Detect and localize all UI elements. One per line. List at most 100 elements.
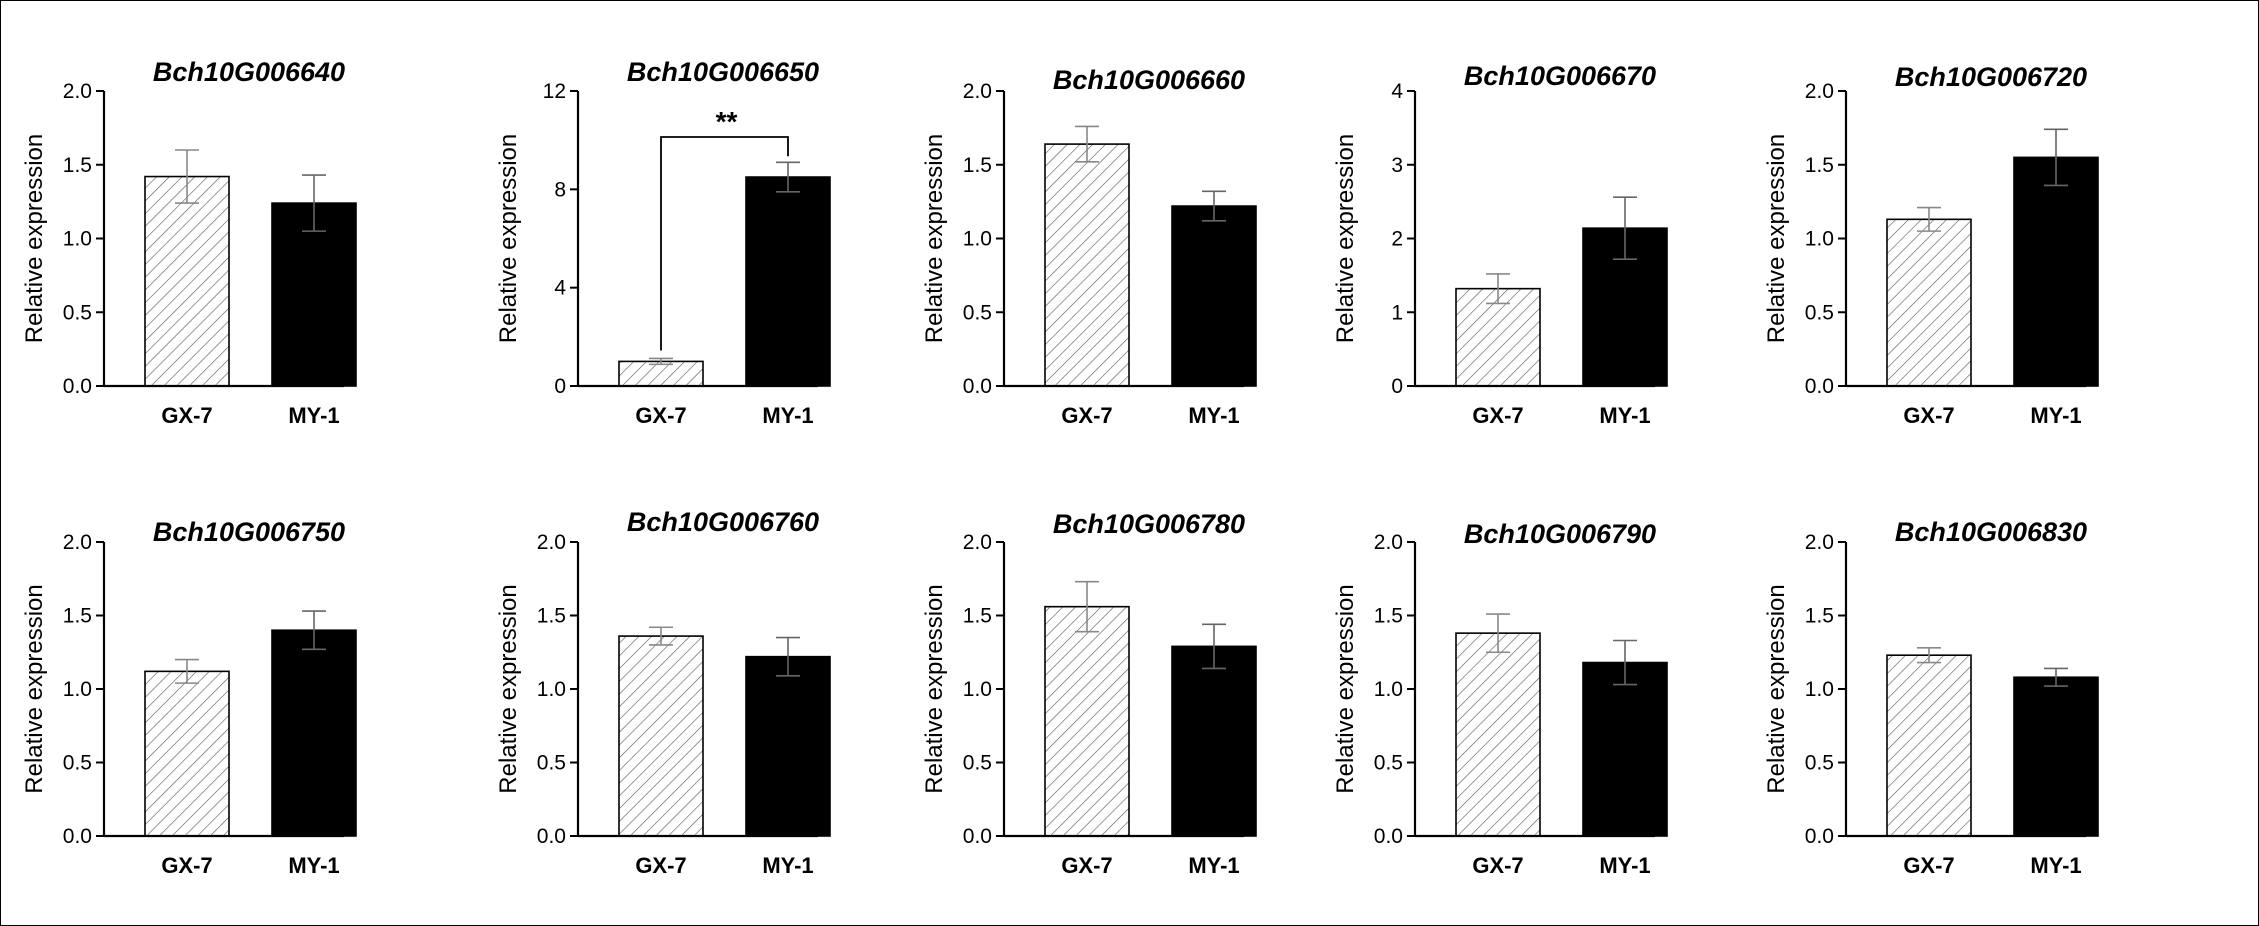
y-tick-label: 1.5 (1374, 605, 1403, 628)
x-tick-label: GX-7 (1472, 853, 1523, 878)
y-tick-label: 0.0 (63, 375, 92, 398)
chart-title: Bch10G006650 (627, 57, 819, 87)
y-tick-label: 1.5 (963, 154, 992, 177)
x-tick-label: MY-1 (1188, 403, 1239, 428)
y-tick-label: 1.5 (1805, 605, 1834, 628)
x-tick-label: GX-7 (635, 853, 686, 878)
y-axis-label: Relative expression (495, 134, 522, 343)
y-tick-label: 0.0 (1805, 375, 1834, 398)
y-tick-label: 8 (554, 178, 566, 201)
chart-panel-8: Bch10G006780 Relative expression 0.0 0.5 1.0… (921, 509, 1257, 878)
y-tick-label: 1.0 (537, 678, 566, 701)
y-tick-label: 2.0 (1374, 531, 1403, 554)
y-tick-label: 0.0 (537, 825, 566, 848)
y-tick-label: 1.5 (963, 605, 992, 628)
y-tick-label: 0.5 (1805, 301, 1834, 324)
bar-my-1 (745, 176, 831, 387)
x-tick-label: MY-1 (2030, 403, 2081, 428)
bar-gx-7 (144, 670, 230, 837)
x-tick-label: MY-1 (762, 853, 813, 878)
y-tick-label: 3 (1391, 154, 1403, 177)
significance-label: ** (716, 106, 738, 137)
y-tick-label: 1.5 (63, 154, 92, 177)
y-tick-label: 0.0 (63, 825, 92, 848)
x-tick-label: GX-7 (1061, 403, 1112, 428)
chart-panel-4: Bch10G006670 Relative expression 0 1 2 3 4 GX-7… (1332, 61, 1668, 428)
x-tick-label: GX-7 (161, 853, 212, 878)
x-tick-label: GX-7 (1472, 403, 1523, 428)
y-axis-label: Relative expression (1763, 584, 1790, 793)
y-tick-label: 0.5 (63, 752, 92, 775)
x-tick-label: GX-7 (1903, 403, 1954, 428)
x-tick-label: GX-7 (1903, 853, 1954, 878)
bar-gx-7 (1044, 143, 1130, 387)
chart-panel-5: Bch10G006720 Relative expression 0.0 0.5 1.0… (1763, 62, 2099, 428)
y-tick-label: 1.0 (1374, 678, 1403, 701)
y-tick-label: 0.0 (1805, 825, 1834, 848)
y-tick-label: 0.5 (963, 301, 992, 324)
y-tick-label: 0.5 (963, 752, 992, 775)
y-axis-label: Relative expression (21, 134, 48, 343)
y-tick-label: 0 (554, 375, 566, 398)
chart-title: Bch10G006830 (1895, 517, 2087, 547)
bar-my-1 (1171, 205, 1257, 387)
y-tick-label: 1.0 (1805, 678, 1834, 701)
chart-title: Bch10G006720 (1895, 62, 2087, 92)
y-tick-label: 0 (1391, 375, 1403, 398)
bar-gx-7 (1455, 287, 1541, 387)
y-tick-label: 2.0 (63, 80, 92, 103)
chart-title: Bch10G006640 (153, 57, 345, 87)
y-axis-label: Relative expression (921, 134, 948, 343)
y-tick-label: 2.0 (1805, 80, 1834, 103)
bar-my-1 (2013, 156, 2099, 387)
chart-panel-3: Bch10G006660 Relative expression 0.0 0.5 1.0… (921, 65, 1257, 428)
chart-panel-2: Bch10G006650 Relative expression 0 4 8 12 GX-7… (495, 57, 831, 428)
x-tick-label: MY-1 (762, 403, 813, 428)
chart-panel-6: Bch10G006750 Relative expression 0.0 0.5 1.0… (21, 517, 357, 878)
bar-my-1 (1582, 661, 1668, 837)
y-tick-label: 0.5 (1805, 752, 1834, 775)
y-tick-label: 0.0 (963, 375, 992, 398)
y-tick-label: 4 (554, 277, 566, 300)
y-tick-label: 12 (543, 80, 566, 103)
x-tick-label: GX-7 (1061, 853, 1112, 878)
y-tick-label: 0.5 (1374, 752, 1403, 775)
y-tick-label: 1.0 (963, 678, 992, 701)
bar-gx-7 (1886, 654, 1972, 837)
y-tick-label: 1.5 (63, 605, 92, 628)
y-tick-label: 2.0 (63, 531, 92, 554)
y-tick-label: 1.0 (63, 678, 92, 701)
bar-my-1 (1171, 645, 1257, 837)
y-tick-label: 4 (1391, 80, 1403, 103)
bar-my-1 (271, 629, 357, 837)
y-axis-label: Relative expression (1332, 584, 1359, 793)
chart-title: Bch10G006670 (1464, 61, 1656, 91)
chart-title: Bch10G006790 (1464, 519, 1656, 549)
bar-gx-7 (1455, 632, 1541, 837)
bar-my-1 (745, 655, 831, 837)
y-tick-label: 2 (1391, 228, 1403, 251)
x-tick-label: GX-7 (161, 403, 212, 428)
y-tick-label: 0.5 (537, 752, 566, 775)
y-axis-label: Relative expression (1332, 134, 1359, 343)
x-tick-label: MY-1 (1599, 853, 1650, 878)
bar-gx-7 (618, 635, 704, 837)
bar-gx-7 (144, 175, 230, 387)
bar-gx-7 (1886, 218, 1972, 387)
bar-gx-7 (1044, 605, 1130, 837)
x-tick-label: GX-7 (635, 403, 686, 428)
chart-panel-7: Bch10G006760 Relative expression 0.0 0.5 1.0… (495, 507, 831, 878)
y-tick-label: 1 (1391, 301, 1403, 324)
y-tick-label: 0.5 (63, 301, 92, 324)
chart-title: Bch10G006760 (627, 507, 819, 537)
y-tick-label: 0.0 (963, 825, 992, 848)
chart-panel-9: Bch10G006790 Relative expression 0.0 0.5 1.0… (1332, 519, 1668, 878)
y-tick-label: 1.0 (1805, 228, 1834, 251)
y-tick-label: 1.0 (63, 228, 92, 251)
chart-title: Bch10G006780 (1053, 509, 1245, 539)
y-axis-label: Relative expression (1763, 134, 1790, 343)
x-tick-label: MY-1 (2030, 853, 2081, 878)
x-tick-label: MY-1 (288, 853, 339, 878)
